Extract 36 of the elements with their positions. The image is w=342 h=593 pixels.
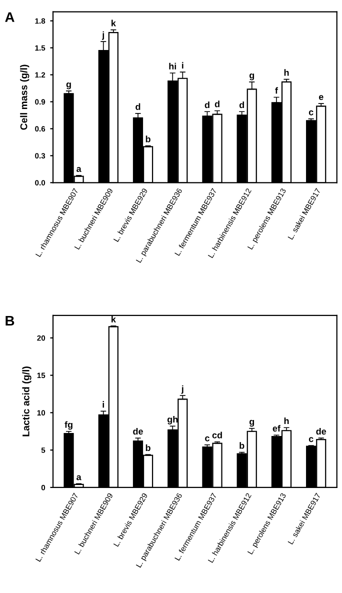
chart-title: B: [6, 316, 14, 326]
data-label: k: [112, 20, 116, 26]
data-label: j: [181, 385, 184, 394]
data-label: d: [136, 103, 140, 110]
data-label: fg: [64, 421, 72, 430]
data-label: b: [146, 444, 150, 452]
data-label: c: [205, 436, 210, 442]
data-label: b: [240, 442, 244, 449]
data-label: i: [182, 62, 184, 69]
data-label: c: [308, 110, 314, 116]
data-label: g: [250, 73, 254, 80]
data-label: ef: [272, 424, 280, 432]
data-label: d: [239, 102, 244, 108]
data-label: de: [133, 428, 143, 435]
y-axis-title: Lactic acid (g/l): [22, 366, 32, 436]
data-label: g: [250, 420, 254, 427]
data-label: f: [275, 87, 278, 94]
data-label: d: [204, 102, 210, 108]
data-label: e: [318, 95, 324, 100]
data-label: h: [284, 69, 289, 76]
data-label: a: [76, 475, 82, 480]
data-label: hi: [169, 62, 176, 70]
data-label: g: [66, 82, 71, 90]
chart-title: A: [5, 12, 14, 22]
data-label: h: [284, 417, 289, 424]
y-axis-title: Cell mass (g/l): [20, 64, 30, 130]
data-label: cd: [212, 432, 222, 438]
data-label: c: [308, 437, 314, 442]
data-label: j: [102, 31, 104, 40]
data-label: a: [76, 167, 82, 172]
data-label: gh: [167, 416, 178, 424]
data-label: k: [112, 316, 116, 322]
data-label: i: [102, 401, 104, 408]
data-label: de: [316, 428, 326, 435]
data-label: b: [146, 136, 150, 142]
data-label: d: [214, 100, 220, 108]
